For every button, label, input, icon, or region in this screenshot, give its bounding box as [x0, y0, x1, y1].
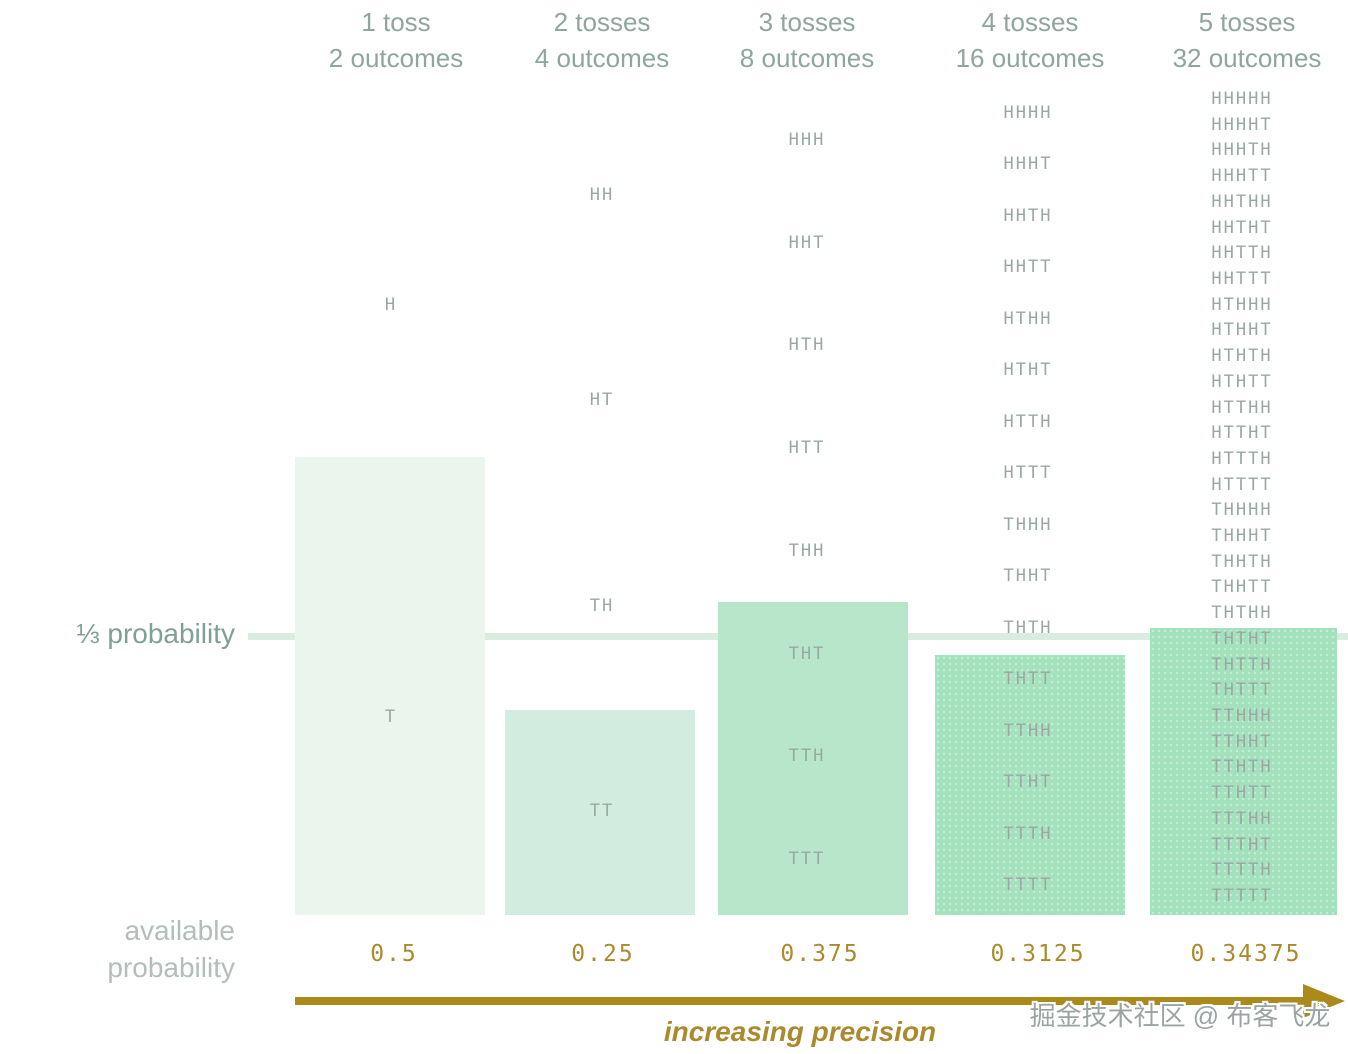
column-header-outcomes: 16 outcomes — [955, 43, 1105, 73]
sequence-label: HHHHT — [1211, 114, 1273, 135]
sequence-label: THHHT — [1211, 526, 1273, 547]
sequence-label: TTTT — [1003, 875, 1053, 896]
sequence-label: THTTT — [1211, 680, 1273, 701]
precision-arrow-head-icon — [1303, 984, 1345, 1018]
column-header-outcomes: 32 outcomes — [1172, 43, 1322, 73]
sequence-label: HHTTH — [1211, 243, 1273, 264]
sequence-label: THH — [788, 540, 826, 561]
probability-bar-1-tosses — [295, 457, 485, 915]
column-header-tosses: 2 tosses — [553, 7, 651, 37]
sequence-label: HTHHT — [1211, 320, 1273, 341]
sequence-label: TH — [589, 595, 615, 616]
one-third-probability-label: ⅓ probability — [76, 618, 235, 649]
sequence-label: TTT — [788, 848, 826, 869]
sequence-label: HTHT — [1003, 360, 1053, 381]
sequence-label: THTTH — [1211, 654, 1273, 675]
sequence-label: HHHTH — [1211, 140, 1273, 161]
sequence-label: THHHH — [1211, 500, 1273, 521]
available-probability-value: 0.25 — [571, 941, 635, 967]
sequence-label: TTTH — [1003, 823, 1053, 844]
probability-bar-2-tosses — [505, 710, 695, 915]
sequence-label: HTTT — [1003, 463, 1053, 484]
sequence-label: TTTTT — [1211, 886, 1273, 906]
column-header-3-tosses: 3 tosses 8 outcomes — [657, 4, 957, 76]
sequence-label: TTTHT — [1211, 834, 1273, 855]
sequence-label: TTHH — [1003, 720, 1053, 741]
sequence-label: THHTH — [1211, 551, 1273, 572]
sequence-label: HHTT — [1003, 257, 1053, 278]
sequence-label: HHTHT — [1211, 217, 1273, 238]
sequence-label: HTTTH — [1211, 448, 1273, 469]
available-probability-value: 0.3125 — [990, 941, 1086, 967]
sequence-label: THTH — [1003, 617, 1053, 638]
column-header-2-tosses: 2 tosses 4 outcomes — [452, 4, 752, 76]
sequence-label: TTHHT — [1211, 731, 1273, 752]
sequence-label: TTHTH — [1211, 757, 1273, 778]
sequence-label: HTHHH — [1211, 294, 1273, 315]
probability-bar-4-tosses — [935, 655, 1125, 915]
sequence-label: HTTH — [1003, 411, 1053, 432]
sequence-label: HTHTH — [1211, 346, 1273, 367]
sequence-label: TTHTT — [1211, 783, 1273, 804]
sequence-label: THTHH — [1211, 603, 1273, 624]
sequence-label: THHH — [1003, 514, 1053, 535]
sequence-label: TTTTH — [1211, 860, 1273, 881]
sequence-label: HHHTT — [1211, 166, 1273, 187]
sequence-label: THHTT — [1211, 577, 1273, 598]
sequence-label: HTH — [788, 335, 826, 356]
increasing-precision-label: increasing precision — [663, 1016, 937, 1047]
sequence-label: HTT — [788, 438, 826, 459]
column-header-5-tosses: 5 tosses 32 outcomes — [1097, 4, 1348, 76]
available-probability-value: 0.34375 — [1190, 941, 1302, 967]
sequence-label: HHTTT — [1211, 268, 1273, 289]
sequence-label: HTHH — [1003, 308, 1053, 329]
sequence-label: THTT — [1003, 669, 1053, 690]
sequence-label: THHT — [1003, 566, 1053, 587]
available-probability-value: 0.375 — [780, 941, 860, 967]
column-header-tosses: 5 tosses — [1198, 7, 1296, 37]
available-probability-label-line1: available — [124, 915, 235, 946]
available-probability-label-line2: probability — [107, 952, 235, 983]
watermark-text: 掘金技术社区 @ 布客飞龙 — [1029, 1001, 1331, 1031]
sequence-label: TTH — [788, 746, 826, 767]
sequence-label: THT — [788, 643, 826, 664]
sequence-label: T — [384, 707, 398, 727]
sequence-label: TTHT — [1003, 772, 1053, 793]
sequence-label: HHTH — [1003, 205, 1053, 226]
precision-arrow-shaft — [295, 997, 1308, 1005]
column-header-4-tosses: 4 tosses 16 outcomes — [880, 4, 1180, 76]
sequence-label: HHHHH — [1211, 89, 1273, 109]
column-header-1-tosses: 1 toss 2 outcomes — [246, 4, 546, 76]
probability-bar-5-tosses — [1150, 628, 1337, 915]
sequence-label: HTTHH — [1211, 397, 1273, 418]
sequence-label: HHH — [788, 130, 826, 150]
sequence-label: HT — [589, 390, 615, 411]
sequence-label: TT — [589, 800, 615, 821]
available-probability-label: available probability — [0, 912, 235, 986]
sequence-label: TTHHH — [1211, 706, 1273, 727]
sequence-label: H — [384, 295, 398, 315]
probability-bar-3-tosses — [718, 602, 908, 915]
sequence-label: HHHH — [1003, 103, 1053, 123]
sequence-label: HTTHT — [1211, 423, 1273, 444]
column-header-tosses: 4 tosses — [981, 7, 1079, 37]
sequence-label: HTTTT — [1211, 474, 1273, 495]
available-probability-value: 0.5 — [370, 941, 418, 967]
column-header-tosses: 3 tosses — [758, 7, 856, 37]
sequence-label: HHT — [788, 232, 826, 253]
column-header-outcomes: 8 outcomes — [739, 43, 875, 73]
sequence-label: THTHT — [1211, 628, 1273, 649]
column-header-tosses: 1 toss — [361, 7, 431, 37]
sequence-label: HH — [589, 185, 615, 205]
sequence-label: HTHTT — [1211, 371, 1273, 392]
sequence-label: HHTHH — [1211, 191, 1273, 212]
sequence-label: TTTHH — [1211, 808, 1273, 829]
column-header-outcomes: 4 outcomes — [534, 43, 670, 73]
sequence-label: HHHT — [1003, 154, 1053, 175]
column-header-outcomes: 2 outcomes — [328, 43, 464, 73]
